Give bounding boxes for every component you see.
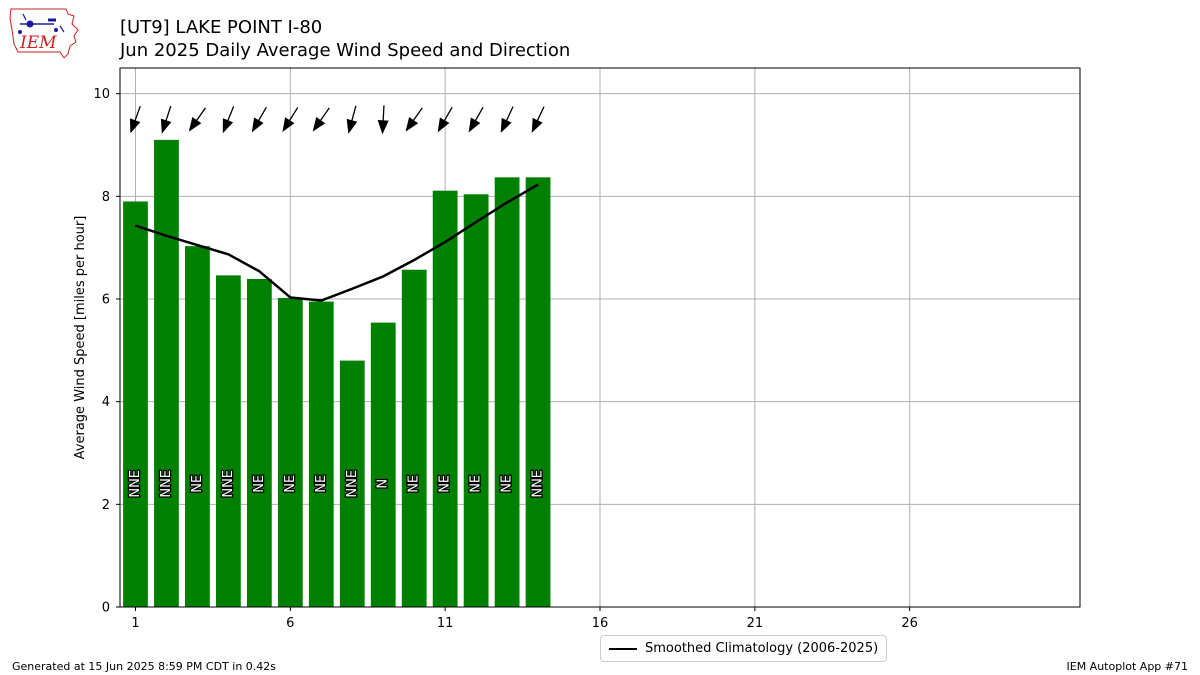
direction-label: NE	[407, 475, 422, 493]
x-tick-label: 26	[901, 616, 918, 631]
direction-labels: NNE NNE NE NNE NE NE NE NNE N NE NE NE NE NNE	[127, 469, 547, 499]
wind-speed-bar	[308, 301, 334, 607]
x-tick-label: 21	[747, 616, 764, 631]
weather-station-icon	[18, 13, 65, 34]
direction-label: NE	[314, 475, 329, 493]
arrow-shaft	[535, 106, 545, 124]
x-tick-label: 16	[592, 616, 609, 631]
climatology-line-layer	[135, 183, 539, 302]
direction-arrows	[129, 105, 545, 135]
y-tick-label: 6	[102, 293, 110, 308]
wind-arrow-icon	[129, 105, 141, 134]
direction-label: NE	[500, 475, 515, 493]
x-tick-label: 1	[131, 616, 139, 631]
arrow-head	[188, 116, 202, 132]
direction-label: NE	[438, 475, 453, 493]
wind-arrow-icon	[160, 105, 172, 134]
wind-speed-bar	[123, 201, 148, 607]
wind-arrow-icon	[437, 106, 453, 133]
arrow-shaft	[382, 105, 385, 124]
legend: Smoothed Climatology (2006-2025)	[600, 635, 888, 662]
wind-arrow-icon	[531, 106, 545, 133]
arrow-shaft	[504, 106, 514, 124]
y-tick-label: 2	[102, 498, 110, 513]
generated-timestamp: Generated at 15 Jun 2025 8:59 PM CDT in …	[12, 660, 277, 673]
direction-label: NE	[190, 475, 205, 493]
direction-label: NE	[469, 475, 484, 493]
arrow-head	[531, 117, 543, 133]
logo-text: IEM	[19, 33, 57, 53]
arrow-shaft	[226, 106, 235, 124]
chart-title: [UT9] LAKE POINT I-80	[120, 17, 323, 38]
wind-speed-bar	[154, 139, 179, 607]
arrow-head	[222, 118, 234, 134]
wind-arrow-icon	[346, 105, 358, 134]
legend-label: Smoothed Climatology (2006-2025)	[645, 641, 879, 656]
arrow-shaft	[287, 107, 299, 124]
arrow-head	[251, 117, 264, 133]
arrow-head	[346, 118, 358, 134]
arrow-head	[405, 116, 419, 132]
bars	[123, 139, 551, 608]
iowa-outline-shape	[9, 8, 79, 59]
wind-speed-bar	[494, 177, 520, 607]
x-tick-label: 11	[437, 616, 454, 631]
arrow-head	[160, 118, 172, 134]
wind-speed-bar	[185, 246, 210, 608]
wind-speed-bar	[246, 278, 272, 607]
wind-arrow-icon	[188, 107, 206, 132]
direction-label: NNE	[221, 470, 236, 498]
direction-label: NE	[283, 475, 298, 493]
climatology-line	[135, 183, 539, 302]
app-credit: IEM Autoplot App #71	[1066, 660, 1189, 673]
x-tick-label: 6	[286, 616, 294, 631]
wind-arrow-icon	[312, 107, 330, 132]
y-axis-label: Average Wind Speed [miles per hour]	[73, 216, 88, 460]
wind-speed-bar	[463, 194, 489, 607]
wind-speed-bar	[339, 360, 365, 607]
wind-arrow-icon	[405, 107, 423, 132]
arrow-shaft	[133, 105, 141, 124]
wind-speed-bar	[277, 297, 303, 607]
wind-speed-bar	[432, 190, 458, 608]
wind-speed-bar	[401, 269, 427, 607]
wind-speed-bar	[525, 177, 551, 607]
wind-arrow-icon	[251, 106, 267, 133]
arrow-head	[437, 117, 450, 133]
wind-arrow-icon	[468, 106, 484, 133]
arrow-head	[500, 117, 512, 133]
wind-arrow-icon	[282, 107, 299, 133]
wind-arrow-icon	[222, 106, 235, 134]
arrow-head	[468, 117, 481, 133]
direction-label: NNE	[345, 470, 360, 498]
y-tick-label: 0	[102, 601, 110, 616]
arrow-head	[129, 118, 141, 134]
direction-label: NNE	[128, 470, 143, 498]
wind-arrow-icon	[500, 106, 514, 133]
arrow-head	[377, 120, 389, 135]
wind-speed-bar	[216, 275, 241, 607]
wind-arrow-icon	[377, 105, 389, 135]
arrow-head	[312, 116, 326, 132]
direction-label: NE	[252, 475, 267, 493]
chart-subtitle: Jun 2025 Daily Average Wind Speed and Di…	[120, 40, 571, 61]
y-tick-label: 8	[102, 190, 110, 205]
legend-line-swatch	[609, 647, 637, 650]
direction-label: NNE	[159, 470, 174, 498]
y-tick-label: 4	[102, 395, 110, 410]
arrow-head	[282, 117, 295, 133]
direction-label: N	[376, 479, 391, 489]
iem-logo: IEM	[8, 6, 82, 62]
wind-speed-bar	[370, 322, 396, 607]
direction-label: NNE	[531, 470, 546, 498]
y-tick-label: 10	[93, 87, 110, 102]
